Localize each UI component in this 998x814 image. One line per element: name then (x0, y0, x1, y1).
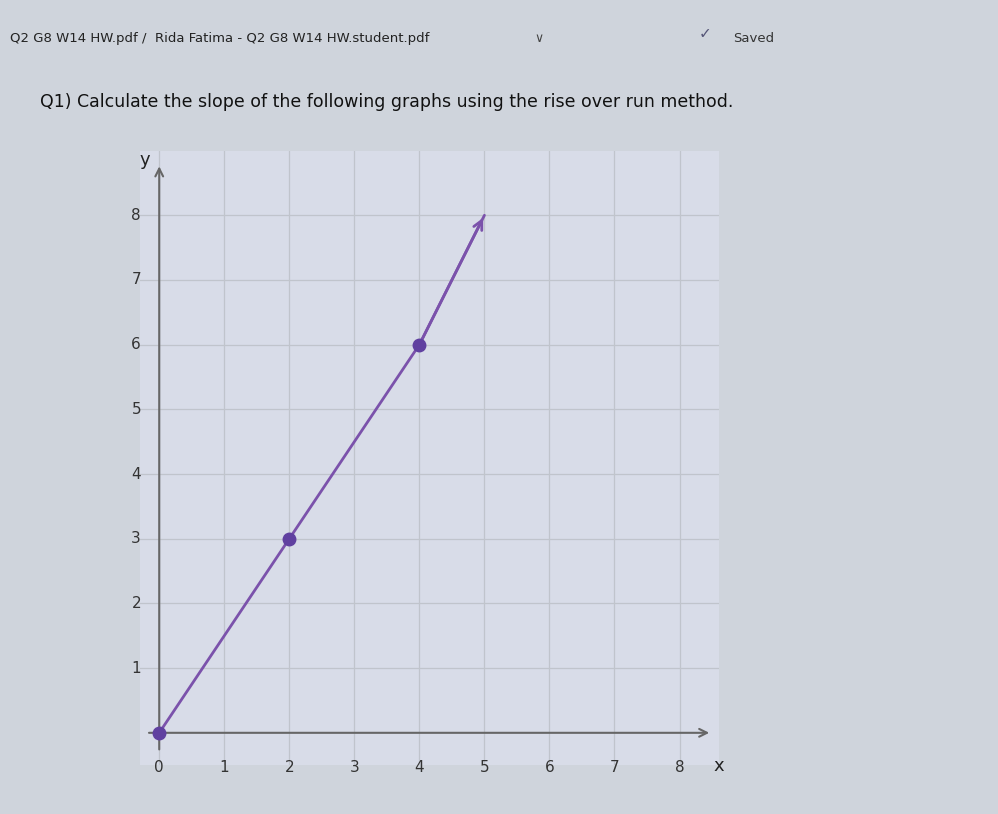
Text: Q1) Calculate the slope of the following graphs using the rise over run method.: Q1) Calculate the slope of the following… (40, 93, 734, 111)
Text: 3: 3 (349, 760, 359, 775)
Text: 8: 8 (675, 760, 685, 775)
Text: 7: 7 (610, 760, 620, 775)
Text: 4: 4 (414, 760, 424, 775)
Text: 2: 2 (132, 596, 141, 611)
Text: 3: 3 (132, 532, 141, 546)
Text: 5: 5 (480, 760, 489, 775)
Text: ✓: ✓ (699, 26, 712, 41)
Text: 6: 6 (545, 760, 554, 775)
Text: 2: 2 (284, 760, 294, 775)
Text: 6: 6 (132, 337, 141, 352)
Text: y: y (140, 151, 151, 169)
Text: 0: 0 (155, 760, 164, 775)
Text: Q2 G8 W14 HW.pdf /  Rida Fatima - Q2 G8 W14 HW.student.pdf: Q2 G8 W14 HW.pdf / Rida Fatima - Q2 G8 W… (10, 32, 429, 45)
Text: x: x (714, 757, 724, 776)
Text: Saved: Saved (734, 32, 774, 45)
Text: 1: 1 (132, 661, 141, 676)
Text: 8: 8 (132, 208, 141, 223)
Text: 7: 7 (132, 273, 141, 287)
Text: 1: 1 (220, 760, 230, 775)
Text: ∨: ∨ (534, 32, 543, 45)
Text: 5: 5 (132, 402, 141, 417)
Text: 4: 4 (132, 466, 141, 482)
